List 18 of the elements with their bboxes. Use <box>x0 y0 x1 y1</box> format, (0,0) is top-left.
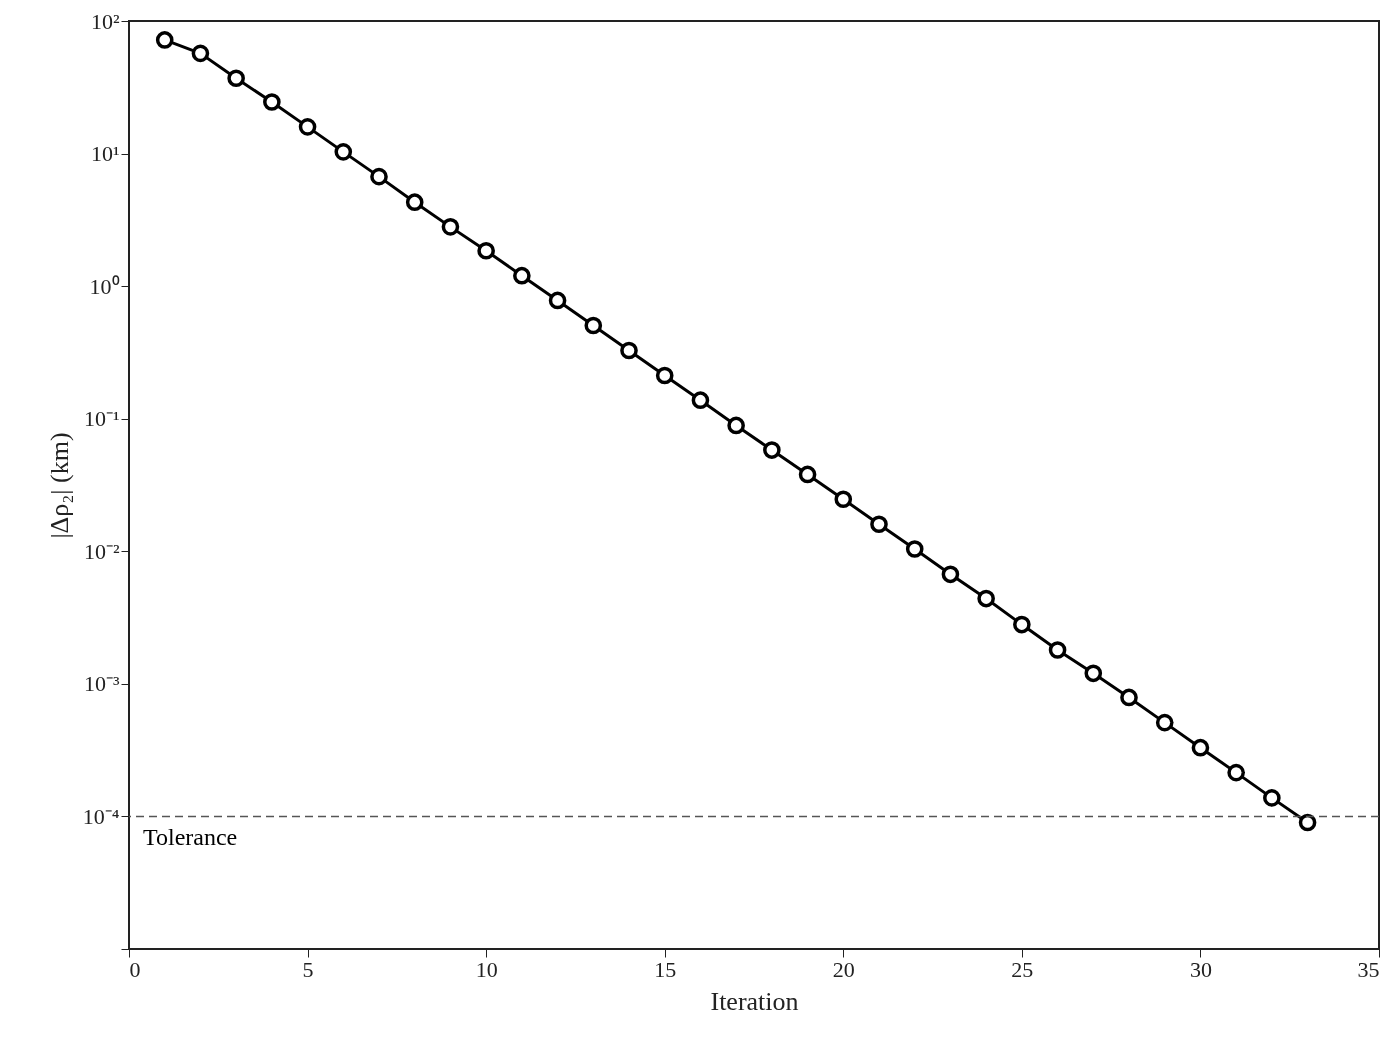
y-axis-title: |Δρ₂| (km) <box>44 432 74 539</box>
y-tick-label: 10⁻¹ <box>83 406 120 432</box>
x-tick-label: 25 <box>1011 956 1034 982</box>
y-tick-label: 10⁻⁴ <box>82 803 120 829</box>
y-tick-label: 10⁻² <box>83 538 120 564</box>
x-tick-label: 10 <box>475 956 498 982</box>
x-axis-title: Iteration <box>710 986 799 1016</box>
y-tick-label: 10⁻³ <box>83 671 120 697</box>
x-tick-label: 35 <box>1357 956 1380 982</box>
y-tick-label: 10¹ <box>90 141 120 167</box>
y-tick-label: 10² <box>90 8 120 34</box>
x-tick-label: 5 <box>302 956 314 982</box>
y-tick-label: 10⁰ <box>89 273 120 299</box>
x-tick-label: 30 <box>1189 956 1212 982</box>
x-tick-label: 0 <box>129 956 141 982</box>
x-tick-label: 20 <box>832 956 855 982</box>
x-tick-label: 15 <box>654 956 677 982</box>
ref-line-label: Tolerance <box>143 824 238 851</box>
